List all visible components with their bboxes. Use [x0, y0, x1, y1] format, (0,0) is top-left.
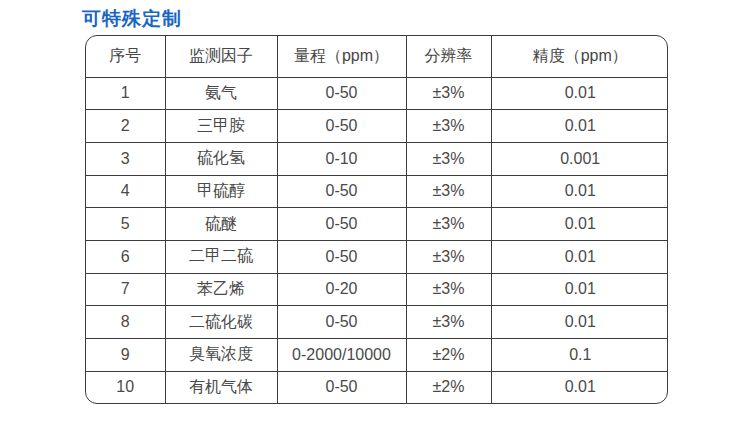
table-cell-resolution: ±3% [406, 306, 491, 339]
table-cell-no: 5 [86, 208, 165, 241]
table-cell-factor: 二甲二硫 [165, 240, 277, 273]
table-row: 9臭氧浓度0-2000/10000±2%0.1 [86, 338, 668, 371]
table-cell-no: 9 [86, 338, 165, 371]
table-cell-factor: 硫化氢 [165, 142, 277, 175]
table-cell-no: 10 [86, 371, 165, 403]
table-cell-resolution: ±3% [406, 77, 491, 110]
table-cell-range: 0-50 [277, 371, 406, 403]
table-cell-range: 0-10 [277, 142, 406, 175]
table-row: 5硫醚0-50±3%0.01 [86, 208, 668, 241]
table-cell-resolution: ±3% [406, 208, 491, 241]
spec-table: 序号监测因子量程（ppm）分辨率精度（ppm） 1氨气0-50±3%0.012三… [86, 36, 668, 403]
table-row: 10有机气体0-50±2%0.01 [86, 371, 668, 403]
table-cell-resolution: ±3% [406, 273, 491, 306]
table-cell-precision: 0.001 [491, 142, 668, 175]
table-cell-factor: 氨气 [165, 77, 277, 110]
table-cell-precision: 0.01 [491, 240, 668, 273]
spec-table-head: 序号监测因子量程（ppm）分辨率精度（ppm） [86, 36, 668, 77]
header-row: 序号监测因子量程（ppm）分辨率精度（ppm） [86, 36, 668, 77]
table-cell-factor: 二硫化碳 [165, 306, 277, 339]
table-cell-precision: 0.01 [491, 273, 668, 306]
table-cell-no: 6 [86, 240, 165, 273]
table-cell-precision: 0.01 [491, 306, 668, 339]
table-cell-resolution: ±2% [406, 371, 491, 403]
table-row: 1氨气0-50±3%0.01 [86, 77, 668, 110]
table-cell-factor: 甲硫醇 [165, 175, 277, 208]
spec-table-container: 序号监测因子量程（ppm）分辨率精度（ppm） 1氨气0-50±3%0.012三… [85, 35, 668, 404]
table-cell-no: 1 [86, 77, 165, 110]
column-header: 量程（ppm） [277, 36, 406, 77]
page: 可特殊定制 序号监测因子量程（ppm）分辨率精度（ppm） 1氨气0-50±3%… [0, 0, 750, 429]
table-cell-no: 2 [86, 110, 165, 143]
table-cell-resolution: ±3% [406, 110, 491, 143]
spec-table-body: 1氨气0-50±3%0.012三甲胺0-50±3%0.013硫化氢0-10±3%… [86, 77, 668, 403]
table-cell-range: 0-20 [277, 273, 406, 306]
table-cell-range: 0-50 [277, 175, 406, 208]
table-cell-range: 0-2000/10000 [277, 338, 406, 371]
column-header: 序号 [86, 36, 165, 77]
table-cell-range: 0-50 [277, 240, 406, 273]
column-header: 监测因子 [165, 36, 277, 77]
table-row: 4甲硫醇0-50±3%0.01 [86, 175, 668, 208]
table-cell-no: 8 [86, 306, 165, 339]
table-row: 6二甲二硫0-50±3%0.01 [86, 240, 668, 273]
table-cell-resolution: ±3% [406, 142, 491, 175]
table-cell-precision: 0.01 [491, 208, 668, 241]
table-cell-resolution: ±3% [406, 175, 491, 208]
table-cell-precision: 0.01 [491, 77, 668, 110]
table-cell-factor: 三甲胺 [165, 110, 277, 143]
table-cell-resolution: ±2% [406, 338, 491, 371]
table-row: 2三甲胺0-50±3%0.01 [86, 110, 668, 143]
table-cell-factor: 硫醚 [165, 208, 277, 241]
table-cell-precision: 0.1 [491, 338, 668, 371]
table-row: 7苯乙烯0-20±3%0.01 [86, 273, 668, 306]
table-cell-range: 0-50 [277, 208, 406, 241]
table-cell-precision: 0.01 [491, 175, 668, 208]
table-cell-range: 0-50 [277, 110, 406, 143]
table-row: 3硫化氢0-10±3%0.001 [86, 142, 668, 175]
table-cell-factor: 臭氧浓度 [165, 338, 277, 371]
table-cell-range: 0-50 [277, 306, 406, 339]
table-cell-no: 3 [86, 142, 165, 175]
column-header: 分辨率 [406, 36, 491, 77]
column-header: 精度（ppm） [491, 36, 668, 77]
table-cell-no: 7 [86, 273, 165, 306]
table-cell-factor: 苯乙烯 [165, 273, 277, 306]
table-cell-factor: 有机气体 [165, 371, 277, 403]
table-row: 8二硫化碳0-50±3%0.01 [86, 306, 668, 339]
table-cell-no: 4 [86, 175, 165, 208]
table-cell-range: 0-50 [277, 77, 406, 110]
table-cell-precision: 0.01 [491, 110, 668, 143]
table-cell-precision: 0.01 [491, 371, 668, 403]
page-title: 可特殊定制 [82, 6, 182, 32]
table-cell-resolution: ±3% [406, 240, 491, 273]
